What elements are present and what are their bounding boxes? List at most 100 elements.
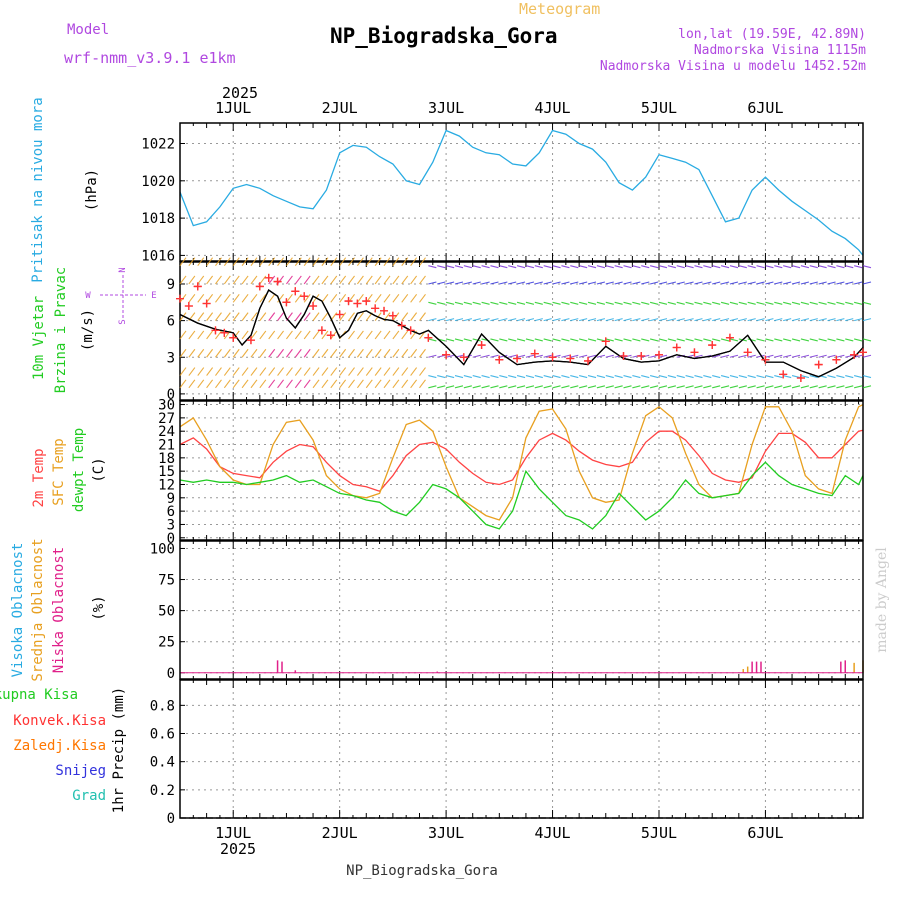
wind-arrow [374, 367, 382, 376]
wind-arrow [445, 338, 455, 342]
wind-arrow [685, 385, 694, 389]
wind-arrow [259, 379, 267, 389]
wind-arrow [356, 275, 364, 285]
wind-arrow [428, 375, 437, 379]
wind-arrow [570, 385, 579, 389]
clouds-ytick-label: 0 [167, 666, 175, 682]
wind-arrow [747, 338, 756, 342]
gust-point [317, 326, 326, 335]
wind-arrow [445, 354, 455, 358]
wind-arrow [454, 301, 464, 305]
pressure-ytick-label: 1020 [141, 174, 175, 190]
wind-arrow [561, 281, 570, 285]
wind-arrow [365, 348, 373, 358]
wind-arrow [516, 338, 526, 342]
wind-arrow [223, 293, 231, 303]
wind-arrow [694, 354, 703, 358]
wind-arrow [294, 257, 302, 266]
wind-arrow [685, 318, 694, 322]
wind-arrow [809, 265, 818, 269]
wind-arrow [596, 318, 606, 322]
wind-arrow [392, 275, 400, 285]
wind-arrow [800, 338, 810, 342]
wind-arrow [516, 301, 526, 305]
wind-arrow [632, 385, 641, 389]
wind-arrow [667, 265, 676, 269]
wind-arrow [587, 338, 597, 342]
wind-arrow [232, 379, 240, 389]
location-title: NP_Biogradska_Gora [330, 24, 558, 48]
wind-arrow [286, 293, 293, 303]
gust-point [566, 354, 575, 363]
wind-arrow [516, 318, 526, 322]
wind-speed-line [179, 289, 864, 378]
wind-arrow [197, 348, 205, 358]
wind-arrow [579, 318, 588, 322]
wind-arrow [579, 354, 588, 358]
wind-arrow [215, 348, 222, 358]
bottom-day-label: 2JUL [322, 824, 358, 842]
wind-arrow [853, 301, 863, 305]
wind-arrow [312, 275, 320, 285]
wind-arrow [676, 281, 685, 285]
gust-point [743, 348, 752, 357]
wind-arrow [614, 375, 623, 379]
wind-arrow [303, 367, 311, 376]
wind-arrow [561, 301, 570, 305]
temp2m-line [179, 429, 864, 492]
wind-arrow [365, 257, 373, 266]
wind-arrow [339, 312, 347, 321]
wind-arrow [800, 265, 810, 269]
wind-arrow [356, 293, 364, 303]
wind-arrow [649, 318, 659, 322]
wind-arrow [401, 348, 409, 358]
wind-arrow [419, 348, 426, 358]
wind-arrow [499, 354, 508, 358]
gust-point [371, 304, 380, 313]
gust-point [397, 321, 406, 330]
gust-point [309, 301, 318, 310]
wind-arrow [818, 301, 827, 305]
wind-arrow [827, 354, 836, 358]
wind-arrow [552, 301, 561, 305]
gust-point [672, 343, 681, 352]
wind-arrow [374, 293, 382, 303]
wind-unit-label: (m/s) [80, 309, 96, 351]
wind-arrow [392, 330, 400, 340]
gust-point [779, 370, 788, 379]
wind-arrow [437, 265, 446, 269]
wind-arrow [206, 330, 214, 340]
wind-arrow [818, 318, 827, 322]
wind-arrow [481, 301, 490, 305]
wind-arrow [738, 375, 747, 379]
gust-point [264, 273, 273, 282]
wind-arrow [215, 293, 222, 303]
wind-arrow [463, 301, 472, 305]
wind-arrow [623, 281, 632, 285]
wind-arrow [641, 318, 650, 322]
precip-ytick-label: 0.4 [150, 755, 175, 771]
wind-arrow [383, 257, 391, 266]
gust-point [850, 350, 859, 359]
wind-arrow [729, 301, 739, 305]
wind-arrow [525, 301, 535, 305]
wind-arrow [303, 312, 311, 321]
wind-arrow [330, 379, 338, 389]
wind-arrow [845, 318, 854, 322]
wind-arrow [765, 318, 774, 322]
wind-arrow [605, 318, 614, 322]
wind-arrow [827, 281, 836, 285]
temperature-ytick-label: 12 [158, 477, 175, 493]
gust-point [814, 360, 823, 369]
wind-arrow [481, 318, 490, 322]
wind-arrow [765, 375, 774, 379]
wind-arrow [747, 265, 756, 269]
wind-arrow [206, 257, 214, 266]
wind-arrow [845, 281, 854, 285]
wind-arrow [800, 301, 810, 305]
wind-arrow [534, 354, 543, 358]
wind-arrow [729, 281, 739, 285]
wind-arrow [525, 281, 535, 285]
wind-arrow [490, 354, 499, 358]
